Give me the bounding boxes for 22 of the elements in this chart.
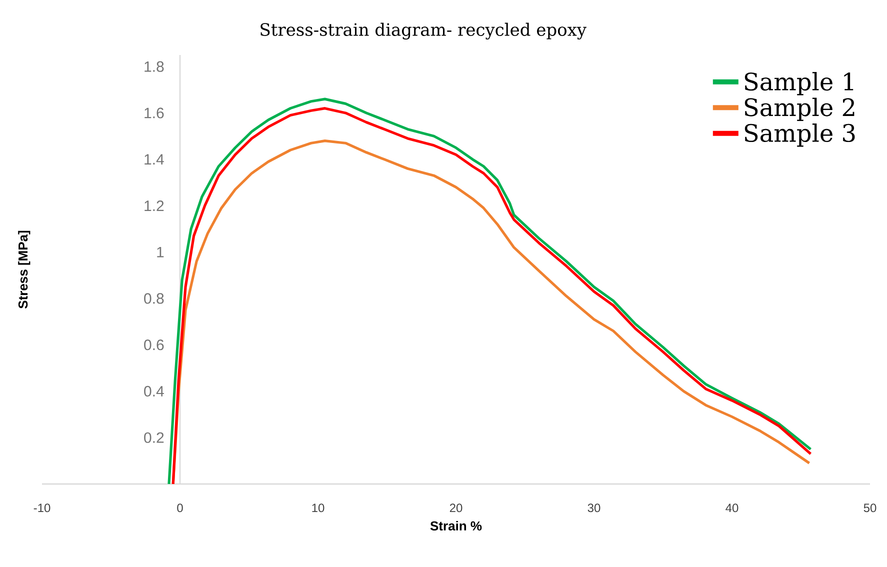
y-axis-title: Stress [MPa] [18, 230, 30, 308]
chart-title: Stress-strain diagram- recycled epoxy [260, 22, 586, 40]
legend-label: Sample 3 [744, 123, 855, 147]
x-axis-title: Strain % [430, 520, 482, 531]
legend-label: Sample 1 [744, 72, 854, 96]
x-tick-label: 0 [177, 504, 183, 512]
x-tick-label: 10 [312, 504, 324, 512]
y-tick-label: 1 [157, 246, 164, 258]
y-tick-label: 1.8 [144, 61, 164, 72]
x-tick-label: 50 [864, 504, 876, 512]
x-tick-label: 30 [588, 504, 600, 512]
y-tick-label: 1.4 [144, 154, 164, 165]
y-tick-label: 0.8 [144, 293, 164, 304]
x-tick-label: 40 [726, 504, 738, 512]
x-tick-label: -10 [34, 504, 50, 512]
y-tick-label: 0.4 [144, 386, 164, 397]
y-tick-label: 1.2 [144, 200, 164, 211]
y-tick-label: 0.6 [144, 340, 164, 350]
x-tick-label: 20 [450, 504, 462, 512]
legend-label: Sample 2 [744, 98, 854, 121]
y-tick-label: 1.6 [144, 108, 164, 118]
y-tick-label: 0.2 [144, 432, 164, 443]
